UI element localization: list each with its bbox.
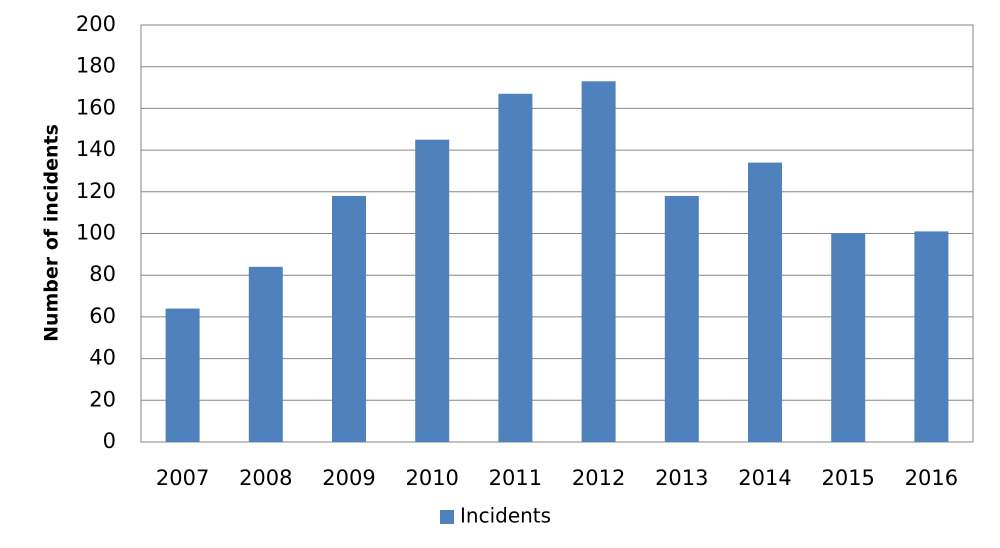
y-tick-label: 20 (89, 387, 116, 411)
x-tick-label: 2016 (905, 466, 958, 490)
x-tick-label: 2014 (738, 466, 791, 490)
x-tick-label: 2008 (239, 466, 292, 490)
plot-border (140, 24, 974, 443)
bar (498, 93, 533, 443)
x-tick-label: 2015 (821, 466, 874, 490)
y-tick-label: 140 (76, 137, 116, 161)
y-tick-label: 0 (103, 429, 116, 453)
x-tick-label: 2007 (156, 466, 209, 490)
y-tick-label: 60 (89, 304, 116, 328)
x-tick-label: 2009 (322, 466, 375, 490)
x-tick-label: 2011 (489, 466, 542, 490)
y-tick-label: 80 (89, 262, 116, 286)
y-tick-label: 180 (76, 54, 116, 78)
y-tick-label: 100 (76, 221, 116, 245)
bar (332, 195, 366, 442)
y-tick-label: 160 (76, 95, 116, 119)
y-tick-label: 120 (76, 179, 116, 203)
x-tick-label: 2012 (572, 466, 625, 490)
bar (831, 233, 866, 442)
bar (248, 266, 283, 442)
y-axis-title: Number of incidents (41, 124, 63, 342)
bar (415, 139, 450, 443)
bar (664, 195, 699, 442)
x-tick-label: 2010 (405, 466, 458, 490)
bar (581, 81, 616, 443)
legend-swatch (440, 510, 454, 524)
bar (748, 162, 782, 443)
x-tick-label: 2013 (655, 466, 708, 490)
y-tick-label: 40 (89, 346, 116, 370)
y-tick-label: 200 (76, 12, 116, 36)
bar (165, 308, 200, 442)
bar (914, 231, 949, 442)
legend-label: Incidents (460, 504, 551, 528)
